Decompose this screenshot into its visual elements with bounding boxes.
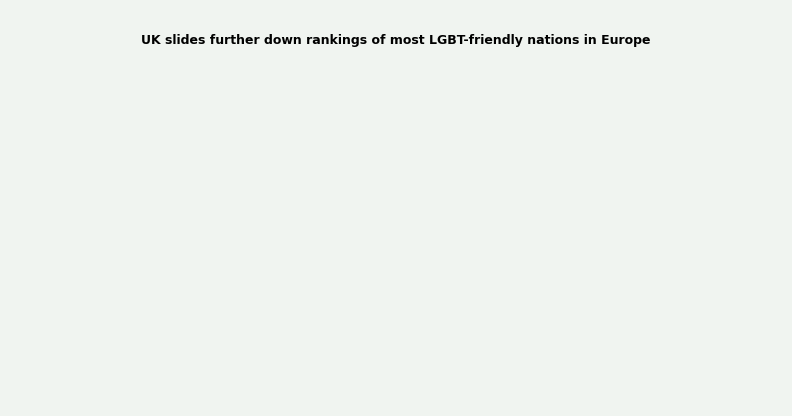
Text: UK slides further down rankings of most LGBT-friendly nations in Europe: UK slides further down rankings of most … — [141, 34, 651, 47]
